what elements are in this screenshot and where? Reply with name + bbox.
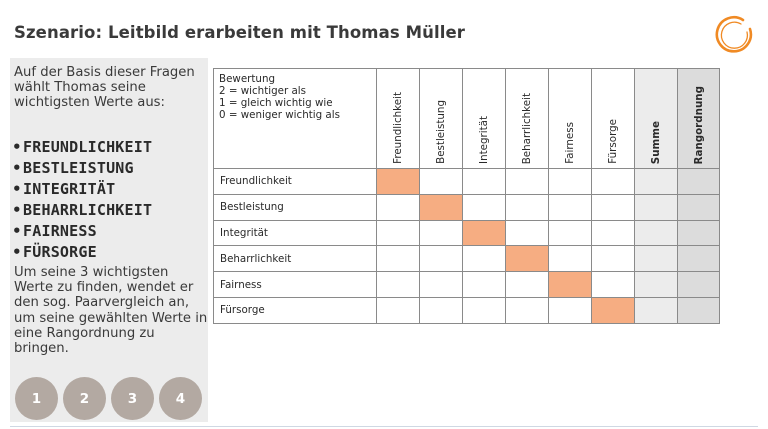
table-row: Freundlichkeit: [213, 168, 720, 195]
sum-cell: [634, 271, 678, 298]
table-row: Fairness: [213, 271, 720, 298]
matrix-cell[interactable]: [462, 296, 506, 324]
rank-cell: [677, 219, 720, 247]
matrix-cell[interactable]: [505, 219, 549, 247]
matrix-cell[interactable]: [419, 245, 463, 273]
logo-ring-icon: [715, 16, 753, 53]
value-item: •FÜRSORGE: [12, 243, 97, 261]
column-header: Bestleistung: [419, 68, 463, 169]
diagonal-cell: [591, 296, 635, 324]
table-row: Beharrlichkeit: [213, 245, 720, 273]
diagonal-cell: [505, 245, 549, 273]
matrix-cell[interactable]: [591, 193, 635, 221]
row-label: Fairness: [213, 271, 377, 298]
sidebar-panel: Auf der Basis dieser Fragen wählt Thomas…: [10, 58, 208, 422]
value-item: •BESTLEISTUNG: [12, 159, 134, 177]
value-item: •FAIRNESS: [12, 222, 97, 240]
rank-cell: [677, 296, 720, 324]
table-row: Integrität: [213, 219, 720, 247]
rank-cell: [677, 271, 720, 298]
step-button-4[interactable]: 4: [159, 377, 202, 420]
pair-comparison-matrix: Bewertung 2 = wichtiger als 1 = gleich w…: [213, 68, 720, 324]
column-header: Integrität: [462, 68, 506, 169]
bottom-divider: [10, 426, 758, 427]
matrix-cell[interactable]: [419, 296, 463, 324]
row-label: Freundlichkeit: [213, 168, 377, 195]
matrix-cell[interactable]: [505, 296, 549, 324]
rank-column-header: Rangordnung: [677, 68, 720, 169]
column-header: Beharrlichkeit: [505, 68, 549, 169]
column-header: Fairness: [548, 68, 592, 169]
matrix-cell[interactable]: [548, 245, 592, 273]
matrix-cell[interactable]: [548, 193, 592, 221]
diagonal-cell: [376, 168, 420, 195]
row-label: Fürsorge: [213, 296, 377, 324]
page-title: Szenario: Leitbild erarbeiten mit Thomas…: [14, 23, 465, 42]
step-button-1[interactable]: 1: [15, 377, 58, 420]
matrix-cell[interactable]: [505, 193, 549, 221]
matrix-cell[interactable]: [376, 219, 420, 247]
matrix-cell[interactable]: [505, 168, 549, 195]
matrix-cell[interactable]: [462, 271, 506, 298]
value-item: •INTEGRITÄT: [12, 180, 116, 198]
table-row: Fürsorge: [213, 296, 720, 324]
matrix-cell[interactable]: [376, 271, 420, 298]
matrix-cell[interactable]: [419, 219, 463, 247]
row-label: Integrität: [213, 219, 377, 247]
matrix-cell[interactable]: [548, 168, 592, 195]
matrix-cell[interactable]: [462, 168, 506, 195]
table-row: Bestleistung: [213, 193, 720, 221]
sum-cell: [634, 168, 678, 195]
matrix-cell[interactable]: [376, 296, 420, 324]
diagonal-cell: [462, 219, 506, 247]
column-header: Freundlichkeit: [376, 68, 420, 169]
step-button-3[interactable]: 3: [111, 377, 154, 420]
rank-cell: [677, 168, 720, 195]
matrix-cell[interactable]: [419, 168, 463, 195]
matrix-cell[interactable]: [548, 219, 592, 247]
rank-cell: [677, 245, 720, 273]
matrix-cell[interactable]: [591, 168, 635, 195]
diagonal-cell: [419, 193, 463, 221]
diagonal-cell: [548, 271, 592, 298]
step-button-2[interactable]: 2: [63, 377, 106, 420]
sum-cell: [634, 219, 678, 247]
sum-cell: [634, 193, 678, 221]
matrix-cell[interactable]: [591, 219, 635, 247]
matrix-cell[interactable]: [419, 271, 463, 298]
matrix-cell[interactable]: [462, 193, 506, 221]
row-label: Bestleistung: [213, 193, 377, 221]
column-header: Fürsorge: [591, 68, 635, 169]
rating-legend: Bewertung 2 = wichtiger als 1 = gleich w…: [213, 68, 377, 169]
matrix-cell[interactable]: [548, 296, 592, 324]
matrix-cell[interactable]: [505, 271, 549, 298]
matrix-cell[interactable]: [376, 193, 420, 221]
value-item: •FREUNDLICHKEIT: [12, 138, 153, 156]
sum-column-header: Summe: [634, 68, 678, 169]
values-list: •FREUNDLICHKEIT •BESTLEISTUNG •INTEGRITÄ…: [12, 137, 152, 263]
row-label: Beharrlichkeit: [213, 245, 377, 273]
outro-text: Um seine 3 wichtigsten Werte zu finden, …: [14, 265, 208, 357]
intro-text: Auf der Basis dieser Fragen wählt Thomas…: [14, 65, 195, 111]
matrix-cell[interactable]: [591, 271, 635, 298]
matrix-cell[interactable]: [591, 245, 635, 273]
value-item: •BEHARRLICHKEIT: [12, 201, 153, 219]
sum-cell: [634, 296, 678, 324]
matrix-cell[interactable]: [376, 245, 420, 273]
sum-cell: [634, 245, 678, 273]
rank-cell: [677, 193, 720, 221]
matrix-cell[interactable]: [462, 245, 506, 273]
